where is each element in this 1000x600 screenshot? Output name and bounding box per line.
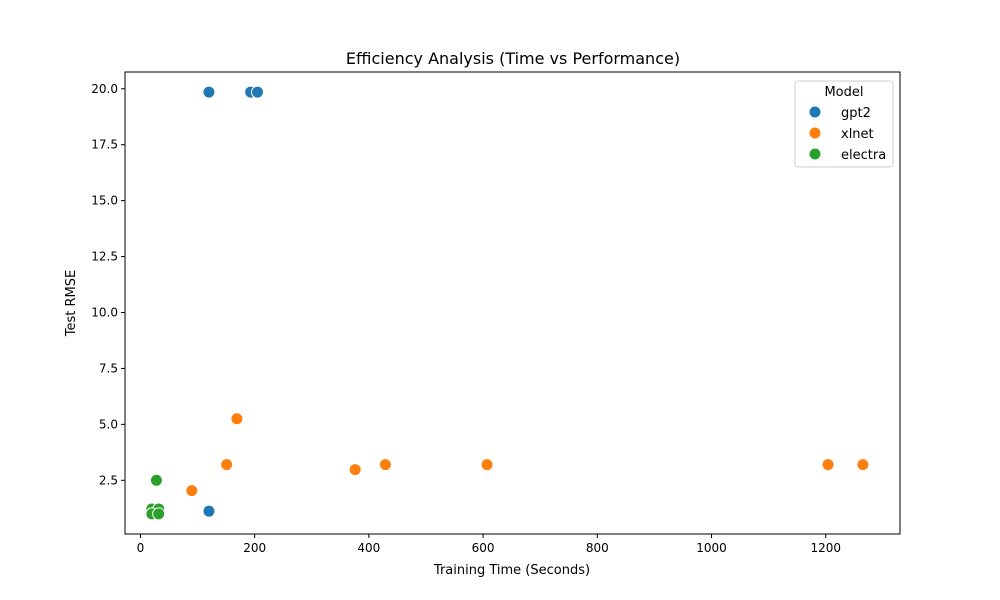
x-tick-label: 600 xyxy=(472,541,495,555)
xlnet-point xyxy=(378,458,392,472)
y-axis-label: Test RMSE xyxy=(64,270,79,337)
electra-point xyxy=(152,507,166,521)
xlnet-point xyxy=(220,458,234,472)
xlnet-point xyxy=(821,458,835,472)
y-tick-label: 7.5 xyxy=(99,361,118,375)
legend-marker-electra xyxy=(808,147,822,161)
x-tick-label: 1000 xyxy=(696,541,727,555)
xlnet-point xyxy=(480,458,494,472)
electra-point xyxy=(149,473,163,487)
legend-marker-gpt2 xyxy=(808,105,822,119)
data-points xyxy=(145,85,870,521)
y-tick-label: 12.5 xyxy=(91,250,118,264)
y-tick-label: 5.0 xyxy=(99,417,118,431)
plot-area-frame xyxy=(124,71,901,535)
gpt2-point xyxy=(202,85,216,99)
legend-label-xlnet: xlnet xyxy=(841,127,874,142)
y-tick-label: 17.5 xyxy=(91,138,118,152)
x-tick-label: 1200 xyxy=(810,541,841,555)
xlnet-point xyxy=(856,458,870,472)
x-tick-label: 0 xyxy=(137,541,145,555)
x-tick-label: 200 xyxy=(243,541,266,555)
y-axis-ticks: 2.5 5.0 7.5 10.0 12.5 15.0 17.5 20.0 xyxy=(91,82,125,487)
legend-label-gpt2: gpt2 xyxy=(841,106,871,121)
legend: Model gpt2 xlnet electra xyxy=(794,80,894,168)
legend-frame xyxy=(794,80,894,168)
legend-title: Model xyxy=(824,85,863,100)
y-tick-label: 15.0 xyxy=(91,194,118,208)
legend-marker-xlnet xyxy=(808,126,822,140)
y-tick-label: 20.0 xyxy=(91,82,118,96)
xlnet-point xyxy=(185,484,199,498)
x-tick-label: 400 xyxy=(357,541,380,555)
gpt2-point xyxy=(250,85,264,99)
legend-label-electra: electra xyxy=(841,148,886,163)
x-axis-label: Training Time (Seconds) xyxy=(433,563,590,578)
chart-title: Efficiency Analysis (Time vs Performance… xyxy=(346,49,680,68)
x-axis-ticks: 0 200 400 600 800 1000 1200 xyxy=(137,534,841,555)
xlnet-point xyxy=(348,463,362,477)
xlnet-point xyxy=(230,412,244,426)
y-tick-label: 10.0 xyxy=(91,306,118,320)
gpt2-point xyxy=(202,504,216,518)
legend-entries: gpt2 xlnet electra xyxy=(808,105,886,163)
x-tick-label: 800 xyxy=(586,541,609,555)
y-tick-label: 2.5 xyxy=(99,473,118,487)
